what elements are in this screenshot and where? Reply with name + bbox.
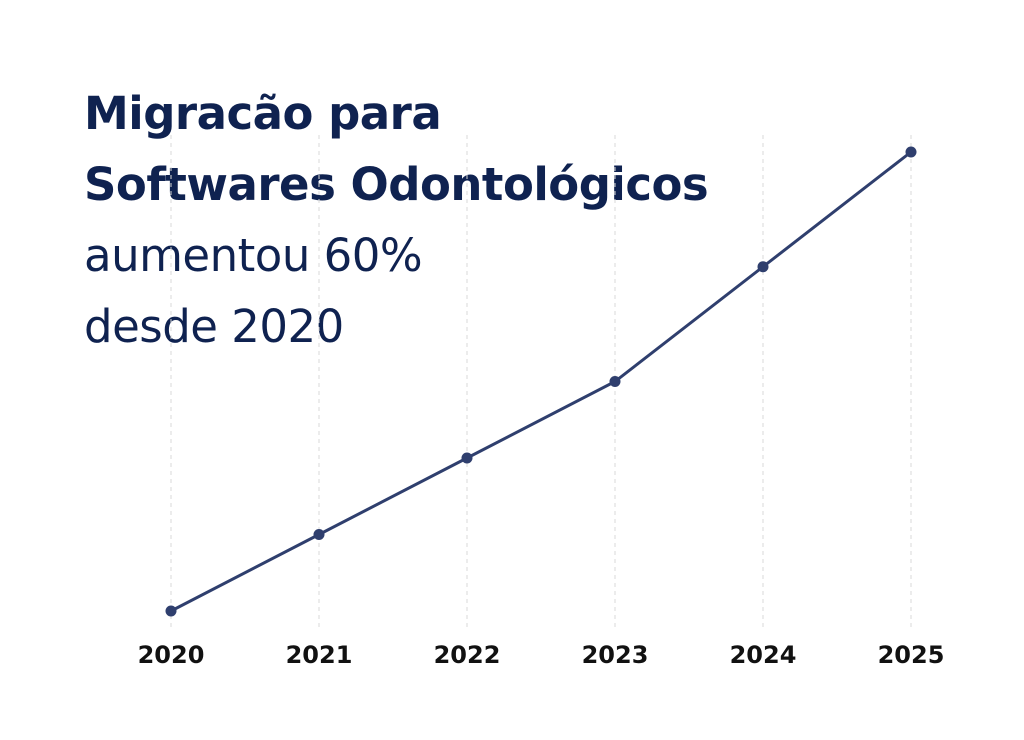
series-line-group <box>169 150 913 613</box>
x-tick-label-2024: 2024 <box>730 641 797 669</box>
x-tick-label-2021: 2021 <box>286 641 353 669</box>
data-point-2023 <box>609 376 621 387</box>
data-point-2020 <box>165 605 177 617</box>
data-point-2025 <box>905 146 917 158</box>
x-tick-label-2025: 2025 <box>878 641 945 669</box>
chart-title: Migracão para Softwares Odontológicos au… <box>84 78 844 362</box>
title-line-1: Migracão para <box>84 87 442 140</box>
data-point-2022 <box>461 452 473 464</box>
x-tick-label-2020: 2020 <box>138 641 205 669</box>
x-tick-label-2023: 2023 <box>582 641 649 669</box>
vertical-gridlines <box>170 135 912 627</box>
data-point-2021 <box>313 529 325 540</box>
x-axis-tick-labels: 2020 2021 2022 2023 2024 2025 <box>138 641 945 669</box>
data-points <box>165 146 917 617</box>
series-line <box>169 150 913 613</box>
x-tick-label-2022: 2022 <box>434 641 501 669</box>
title-line-2: Softwares Odontológicos <box>84 158 709 211</box>
title-line-4: desde 2020 <box>84 300 344 353</box>
data-point-2024 <box>757 261 769 273</box>
title-line-3: aumentou 60% <box>84 229 423 282</box>
